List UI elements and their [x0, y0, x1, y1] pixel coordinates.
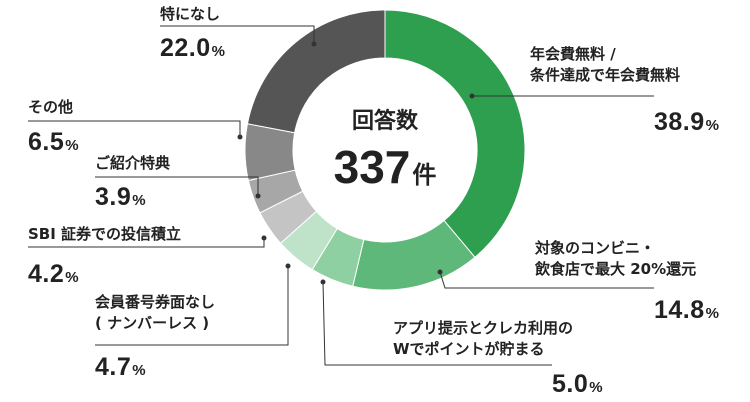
slice-value: 38.9%: [654, 108, 720, 140]
value-unit: %: [211, 43, 226, 60]
slice-label-line: 年会費無料 /: [530, 45, 616, 63]
leader-dot: [437, 269, 443, 275]
slice-label: その他: [28, 97, 73, 118]
slice-label: 対象のコンビニ・ 飲食店で最大 20%還元: [535, 238, 696, 280]
value-unit: %: [705, 305, 720, 322]
leader-dot: [237, 134, 243, 140]
leader-dot: [469, 93, 475, 99]
slice-label-line: Wでポイントが貯まる: [393, 340, 545, 358]
value-unit: %: [705, 117, 720, 134]
value-number: 3.9: [95, 183, 132, 211]
donut-slice: [246, 9, 386, 134]
donut-slice: [384, 9, 526, 259]
slice-label: アプリ提示とクレカ利用の Wでポイントが貯まる: [393, 318, 573, 360]
value-number: 4.2: [28, 260, 65, 288]
slice-label: 特になし: [160, 4, 220, 25]
slice-label-line: 飲食店で最大 20%還元: [535, 260, 697, 278]
value-number: 5.0: [552, 370, 589, 398]
leader-line: [28, 120, 241, 137]
value-unit: %: [132, 362, 147, 379]
value-unit: %: [65, 269, 80, 286]
leader-line: [160, 25, 315, 44]
slice-label: ご紹介特典: [95, 153, 170, 174]
value-unit: %: [132, 192, 147, 209]
center-label: 回答数 337件: [300, 108, 470, 194]
slice-value: 4.7%: [95, 353, 146, 385]
slice-value: 5.0%: [552, 370, 603, 402]
value-unit: %: [589, 379, 604, 396]
leader-line: [322, 281, 552, 366]
slice-label-line: 特になし: [160, 5, 221, 23]
leader-dot: [311, 41, 317, 47]
leader-dot: [255, 193, 261, 199]
leader-line: [439, 271, 654, 289]
leader-dot: [320, 279, 326, 285]
value-number: 6.5: [28, 128, 65, 156]
slice-value: 3.9%: [95, 183, 146, 215]
value-number: 22.0: [160, 34, 211, 62]
slice-label-line: 対象のコンビニ・: [535, 239, 656, 257]
leader-line: [95, 266, 289, 346]
slice-value: 6.5%: [28, 128, 79, 160]
total-unit: 件: [412, 161, 437, 189]
slice-value: 22.0%: [160, 34, 226, 66]
leader-line: [95, 176, 259, 196]
value-number: 14.8: [654, 296, 705, 324]
slice-label-line: ( ナンバーレス ): [95, 314, 210, 332]
slice-value: 4.2%: [28, 260, 79, 292]
slice-label-line: SBI 証券での投信積立: [28, 225, 182, 243]
slice-label-line: その他: [28, 98, 74, 116]
value-number: 4.7: [95, 353, 132, 381]
slice-label: 年会費無料 / 条件達成で年会費無料: [530, 44, 680, 86]
slice-label: 会員番号券面なし ( ナンバーレス ): [95, 292, 215, 334]
leader-line: [28, 238, 265, 248]
slice-label-line: アプリ提示とクレカ利用の: [393, 319, 574, 337]
slice-label: SBI 証券での投信積立: [28, 224, 181, 245]
slice-label-line: ご紹介特典: [95, 154, 171, 172]
value-unit: %: [65, 137, 80, 154]
center-total: 337件: [300, 140, 470, 194]
leader-dot: [261, 235, 267, 241]
slice-label-line: 条件達成で年会費無料: [530, 66, 681, 84]
total-value: 337: [333, 141, 411, 193]
value-number: 38.9: [654, 108, 705, 136]
slice-label-line: 会員番号券面なし: [95, 293, 216, 311]
center-title: 回答数: [351, 109, 418, 134]
leader-dot: [285, 263, 291, 269]
slice-value: 14.8%: [654, 296, 720, 328]
donut-slice: [244, 123, 296, 182]
